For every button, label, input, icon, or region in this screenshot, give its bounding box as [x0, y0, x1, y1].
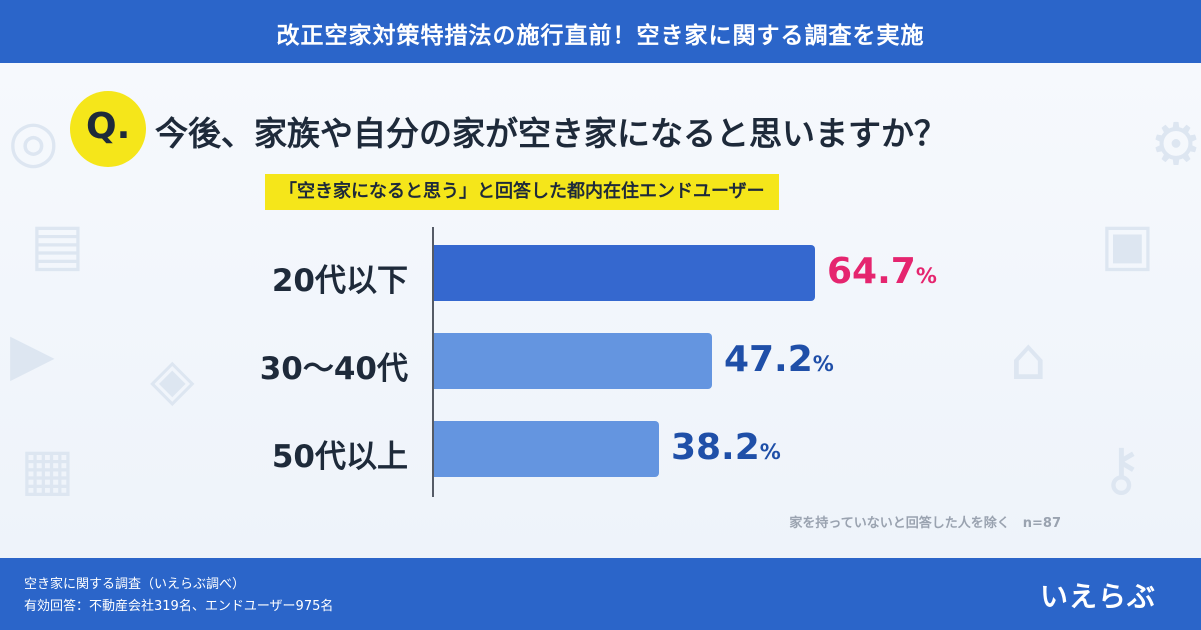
document-icon: ▤ — [30, 210, 85, 278]
value-label: 38.2% — [670, 427, 781, 468]
banner-title: 改正空家対策特措法の施行直前！空き家に関する調査を実施 — [276, 23, 925, 49]
category-label: 30〜40代 — [259, 351, 408, 387]
y-axis-line — [432, 227, 434, 497]
value-label: 64.7% — [827, 251, 937, 292]
question-badge — [70, 91, 146, 167]
map-icon: ◈ — [150, 345, 195, 413]
top-banner: 改正空家対策特措法の施行直前！空き家に関する調査を実施 — [0, 0, 1201, 63]
sample-note: 家を持っていないと回答した人を除く n=87 — [789, 516, 1061, 531]
category-label: 50代以上 — [271, 439, 408, 475]
value-label: 47.2% — [723, 339, 834, 380]
category-label: 20代以下 — [271, 263, 408, 299]
gear-icon: ⚙ — [1150, 110, 1201, 178]
home-icon: ⌂ — [1010, 325, 1047, 393]
newspaper-icon: ▦ — [20, 435, 75, 503]
source-line-2: 有効回答：不動産会社319名、エンドユーザー975名 — [24, 599, 334, 614]
subject-label: 「空き家になると思う」と回答した都内在住エンドユーザー — [265, 174, 779, 210]
question-mark-label: Q. — [86, 106, 131, 147]
globe-icon: ◎ — [8, 107, 59, 175]
source-line-1: 空き家に関する調査（いえらぶ調べ） — [24, 577, 246, 592]
bar — [434, 333, 712, 389]
bar — [434, 421, 659, 477]
question-text: 今後、家族や自分の家が空き家になると思いますか？ — [155, 114, 947, 153]
brand-logo: いえらぶ — [1040, 580, 1157, 613]
video-icon: ▶ — [10, 320, 55, 388]
bar — [434, 245, 815, 301]
footer-banner — [0, 558, 1201, 630]
lock-icon: ▣ — [1100, 210, 1155, 278]
key-icon: ⚷ — [1100, 435, 1143, 503]
